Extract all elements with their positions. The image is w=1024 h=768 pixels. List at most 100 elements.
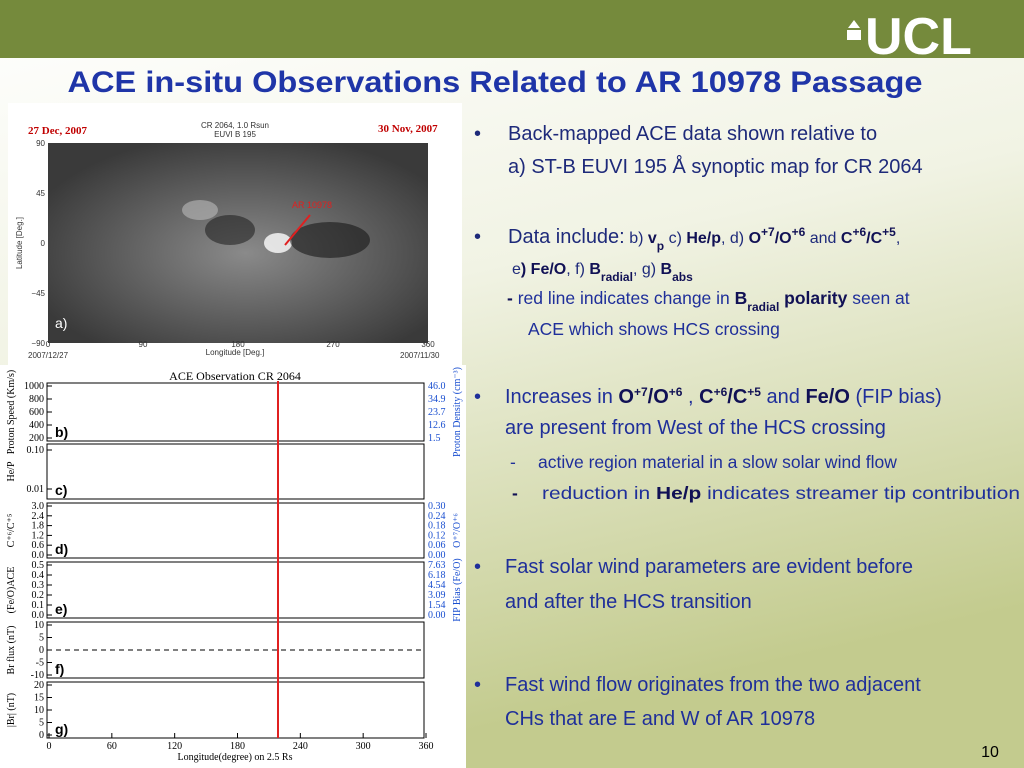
bullet-text: Fast wind flow originates from the two a… bbox=[505, 674, 921, 696]
y-tick-label: -5 bbox=[36, 658, 44, 669]
y-tick-label: 1.8 bbox=[32, 521, 45, 532]
y-tick-label: 15 bbox=[34, 693, 44, 704]
panel-label: a) bbox=[55, 315, 67, 331]
y-tick-label: 0.4 bbox=[32, 570, 45, 581]
sub-bullet: active region material in a slow solar w… bbox=[538, 452, 897, 472]
y2-tick-label: 1.5 bbox=[428, 433, 441, 444]
y2-tick-label: 0.24 bbox=[428, 511, 446, 522]
y-tick-label: 0.0 bbox=[32, 610, 45, 621]
y-tick-label: 10 bbox=[34, 620, 44, 631]
map-y-tick: 0 bbox=[41, 239, 46, 248]
y-tick-label: 0.2 bbox=[32, 590, 45, 601]
y2-tick-label: 0.30 bbox=[428, 501, 446, 512]
y2-axis-label: O⁺⁷/O⁺⁶ bbox=[452, 513, 463, 548]
sub-bullet: - red line indicates change in Bradial p… bbox=[507, 288, 910, 314]
bullet-text: and after the HCS transition bbox=[505, 591, 752, 613]
map-y-tick: 90 bbox=[36, 139, 45, 148]
map-title: EUVI B 195 bbox=[214, 130, 256, 139]
y-tick-label: 0.6 bbox=[32, 540, 45, 551]
panel-label: e) bbox=[55, 601, 67, 617]
y-tick-label: 20 bbox=[34, 680, 44, 691]
sub-bullet: - bbox=[512, 483, 518, 503]
map-y-tick: −45 bbox=[31, 289, 45, 298]
panel-label: b) bbox=[55, 424, 68, 440]
map-x-tick: 270 bbox=[326, 340, 340, 349]
bullet-text: Data include: b) vp c) He/p, d) O+7/O+6 … bbox=[508, 225, 900, 253]
y-tick-label: 0.0 bbox=[32, 550, 45, 561]
y-axis-label: C⁺⁶/C⁺⁵ bbox=[6, 514, 17, 548]
y2-tick-label: 4.54 bbox=[428, 580, 446, 591]
bullet-dot: • bbox=[474, 556, 481, 578]
x-tick-label: 180 bbox=[230, 741, 245, 752]
sub-bullet: ACE which shows HCS crossing bbox=[528, 319, 780, 339]
logo: UCL bbox=[865, 8, 972, 66]
panel bbox=[46, 443, 425, 500]
sub-bullet: reduction in He/p indicates streamer tip… bbox=[542, 483, 1020, 503]
y-axis-label: |Br| (nT) bbox=[6, 693, 17, 727]
y2-tick-label: 0.18 bbox=[428, 521, 446, 532]
bullet-dot: • bbox=[474, 674, 481, 696]
plot-x-label: Longitude(degree) on 2.5 Rs bbox=[178, 752, 293, 763]
panel bbox=[46, 502, 425, 559]
x-tick-label: 120 bbox=[167, 741, 182, 752]
bullet-text: Fast solar wind parameters are evident b… bbox=[505, 556, 913, 578]
y2-tick-label: 1.54 bbox=[428, 600, 446, 611]
page-number: 10 bbox=[981, 744, 999, 761]
y2-tick-label: 12.6 bbox=[428, 420, 446, 431]
y2-tick-label: 0.00 bbox=[428, 550, 446, 561]
x-tick-label: 240 bbox=[293, 741, 308, 752]
x-tick-label: 300 bbox=[356, 741, 371, 752]
panel bbox=[46, 561, 425, 619]
panel-label: c) bbox=[55, 482, 67, 498]
slide-title: ACE in-situ Observations Related to AR 1… bbox=[68, 66, 923, 99]
y-tick-label: 0 bbox=[39, 645, 44, 656]
y2-tick-label: 6.18 bbox=[428, 570, 446, 581]
bullet-dot: • bbox=[474, 226, 481, 248]
y-tick-label: 600 bbox=[29, 407, 44, 418]
y-tick-label: 0.01 bbox=[27, 484, 45, 495]
panel-label: g) bbox=[55, 721, 68, 737]
date-right: 30 Nov, 2007 bbox=[378, 123, 438, 135]
map-x-tick: 180 bbox=[231, 340, 245, 349]
y2-axis-label: Proton Density (cm⁻³) bbox=[452, 367, 463, 457]
y-tick-label: 400 bbox=[29, 420, 44, 431]
bullet-dot: • bbox=[474, 386, 481, 408]
y-axis-label: Br flux (nT) bbox=[6, 626, 17, 675]
y2-tick-label: 34.9 bbox=[428, 394, 446, 405]
y-tick-label: 2.4 bbox=[32, 511, 45, 522]
bullet-list: • Back-mapped ACE data shown relative to… bbox=[474, 123, 1020, 730]
y-tick-label: 0 bbox=[39, 730, 44, 741]
bullet-text: are present from West of the HCS crossin… bbox=[505, 417, 886, 439]
bullet-text: Increases in O+7/O+6 , C+6/C+5 and Fe/O … bbox=[505, 385, 942, 408]
y-axis-label: Proton Speed (Km/s) bbox=[6, 370, 17, 454]
bullet-dot: • bbox=[474, 123, 481, 145]
y-tick-label: -10 bbox=[31, 670, 44, 681]
map-foot: 2007/11/30 bbox=[400, 351, 440, 360]
bullet-text: CHs that are E and W of AR 10978 bbox=[505, 708, 815, 730]
ar-label: AR 10978 bbox=[292, 200, 332, 210]
date-left: 27 Dec, 2007 bbox=[28, 125, 87, 137]
y2-tick-label: 0.00 bbox=[428, 610, 446, 621]
y-tick-label: 0.3 bbox=[32, 580, 45, 591]
y2-tick-label: 0.06 bbox=[428, 540, 446, 551]
map-title: CR 2064, 1.0 Rsun bbox=[201, 121, 269, 130]
y2-tick-label: 46.0 bbox=[428, 381, 446, 392]
y2-tick-label: 23.7 bbox=[428, 407, 446, 418]
active-region bbox=[264, 233, 292, 253]
bullet-text: Back-mapped ACE data shown relative to bbox=[508, 123, 877, 145]
plot-frame bbox=[0, 365, 466, 768]
y2-tick-label: 7.63 bbox=[428, 560, 446, 571]
y-tick-label: 0.5 bbox=[32, 560, 45, 571]
coronal-hole bbox=[205, 215, 255, 245]
map-x-tick: 0 bbox=[46, 340, 51, 349]
plot-title: ACE Observation CR 2064 bbox=[169, 369, 301, 383]
y-tick-label: 10 bbox=[34, 705, 44, 716]
header-bar bbox=[0, 0, 1024, 58]
y-tick-label: 0.10 bbox=[27, 445, 45, 456]
map-x-label: Longitude [Deg.] bbox=[206, 348, 265, 357]
coronal-hole bbox=[290, 222, 370, 258]
y-tick-label: 800 bbox=[29, 394, 44, 405]
x-tick-label: 60 bbox=[107, 741, 117, 752]
y-axis-label: He/P bbox=[6, 461, 17, 481]
